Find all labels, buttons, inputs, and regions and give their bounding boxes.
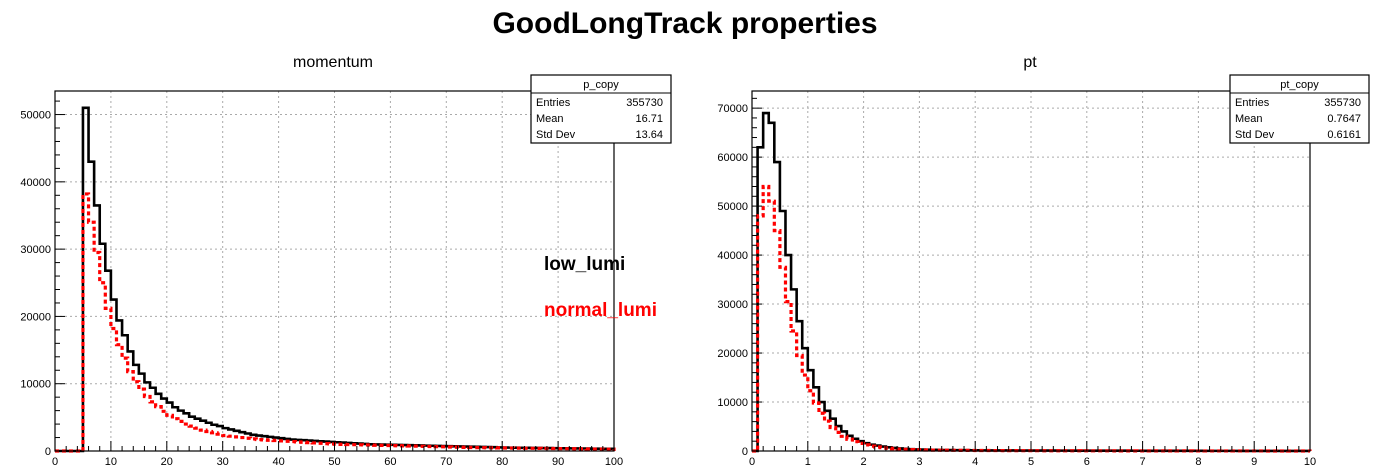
y-tick-label: 50000 <box>20 110 51 122</box>
stats-value: 13.64 <box>635 129 663 141</box>
x-tick-label: 7 <box>1140 456 1146 468</box>
pt-pad: pt 0 1 2 3 4 5 6 7 8 9 10 0 10000 20000 30000 40000 5000… <box>717 54 1370 468</box>
stats-value: 355730 <box>626 97 663 109</box>
y-tick-label: 30000 <box>717 299 748 311</box>
x-tick-label: 4 <box>972 456 978 468</box>
stats-value: 0.6161 <box>1327 129 1361 141</box>
y-tick-label: 0 <box>45 446 51 458</box>
stats-value: 355730 <box>1324 97 1361 109</box>
y-tick-label: 10000 <box>717 397 748 409</box>
stats-box <box>530 74 672 144</box>
x-tick-label: 5 <box>1028 456 1034 468</box>
x-tick-label: 40 <box>272 456 284 468</box>
x-tick-label: 10 <box>1304 456 1316 468</box>
stats-label: Entries <box>1235 97 1270 109</box>
y-tick-label: 40000 <box>20 177 51 189</box>
x-tick-label: 90 <box>552 456 564 468</box>
y-tick-label: 10000 <box>20 379 51 391</box>
stats-name: pt_copy <box>1280 79 1319 91</box>
stats-box <box>1229 74 1370 144</box>
stats-value: 16.71 <box>635 113 663 125</box>
stats-value: 0.7647 <box>1327 113 1361 125</box>
x-tick-label: 0 <box>52 456 58 468</box>
x-tick-label: 30 <box>217 456 229 468</box>
x-tick-label: 10 <box>105 456 117 468</box>
x-tick-label: 2 <box>861 456 867 468</box>
stats-label: Std Dev <box>536 129 576 141</box>
stats-label: Mean <box>536 113 564 125</box>
x-tick-label: 9 <box>1251 456 1257 468</box>
legend: low_lumi normal_lumi <box>544 254 657 321</box>
x-tick-label: 60 <box>384 456 396 468</box>
x-tick-label: 50 <box>328 456 340 468</box>
x-tick-label: 3 <box>916 456 922 468</box>
main-title: GoodLongTrack properties <box>492 7 877 40</box>
x-tick-label: 100 <box>605 456 623 468</box>
stats-name: p_copy <box>583 79 619 91</box>
x-tick-label: 8 <box>1195 456 1201 468</box>
x-tick-label: 6 <box>1084 456 1090 468</box>
y-tick-label: 40000 <box>717 250 748 262</box>
pt-title: pt <box>1023 54 1037 71</box>
y-tick-label: 0 <box>742 446 748 458</box>
x-tick-label: 1 <box>805 456 811 468</box>
x-tick-label: 70 <box>440 456 452 468</box>
x-tick-label: 80 <box>496 456 508 468</box>
stats-label: Std Dev <box>1235 129 1275 141</box>
x-tick-label: 0 <box>749 456 755 468</box>
stats-label: Entries <box>536 97 571 109</box>
x-tick-label: 20 <box>161 456 173 468</box>
y-tick-label: 20000 <box>717 348 748 360</box>
momentum-title: momentum <box>293 54 373 71</box>
y-tick-label: 30000 <box>20 244 51 256</box>
stats-label: Mean <box>1235 113 1263 125</box>
momentum-pad: momentum 0 10 20 30 40 50 60 70 80 90 100 0 10000 200… <box>20 54 672 468</box>
legend-low-lumi: low_lumi <box>544 254 625 275</box>
y-tick-label: 20000 <box>20 311 51 323</box>
y-tick-label: 50000 <box>717 201 748 213</box>
y-tick-label: 60000 <box>717 152 748 164</box>
legend-normal-lumi: normal_lumi <box>544 300 657 321</box>
y-tick-label: 70000 <box>717 103 748 115</box>
